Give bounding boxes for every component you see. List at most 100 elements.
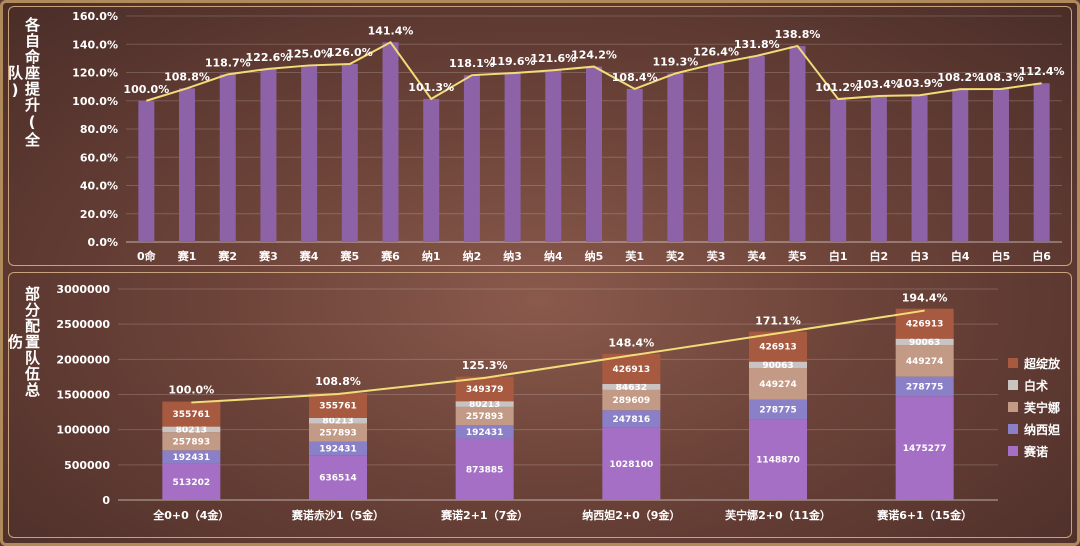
- stack-segment: [895, 396, 954, 500]
- x-tick-label: 纳3: [503, 249, 522, 263]
- bar: [138, 100, 155, 242]
- x-tick-label: 白6: [1032, 249, 1051, 263]
- data-label: 112.4%: [1019, 65, 1065, 78]
- stack-segment: [455, 401, 514, 407]
- segment-label: 257893: [173, 437, 211, 447]
- segment-label: 636514: [319, 474, 357, 484]
- y-tick-label: 3000000: [56, 283, 110, 296]
- x-tick-label: 纳西妲2+0（9金）: [582, 508, 680, 522]
- legend-swatch: [1008, 446, 1018, 456]
- data-label: 119.6%: [490, 55, 536, 68]
- x-tick-label: 赛6: [380, 249, 400, 263]
- bar: [179, 88, 196, 242]
- x-tick-label: 芙4: [746, 249, 766, 263]
- stack-segment: [749, 361, 807, 368]
- x-tick-label: 赛4: [299, 249, 319, 263]
- legend-label: 超绽放: [1023, 356, 1061, 371]
- y-tick-label: 60.0%: [80, 151, 118, 164]
- bar: [260, 68, 277, 242]
- total-percent-label: 125.3%: [462, 359, 508, 372]
- y-tick-label: 1500000: [56, 389, 110, 402]
- segment-label: 449274: [906, 357, 944, 367]
- x-tick-label: 白2: [870, 249, 889, 263]
- bar: [504, 73, 521, 242]
- x-tick-label: 白1: [829, 249, 848, 263]
- data-label: 131.8%: [734, 38, 780, 51]
- data-label: 101.3%: [408, 81, 454, 94]
- x-tick-label: 纳1: [422, 249, 441, 263]
- x-tick-label: 芙5: [787, 249, 807, 263]
- data-label: 108.3%: [978, 71, 1024, 84]
- stack-segment: [309, 417, 367, 424]
- bar: [911, 95, 928, 243]
- segment-label: 80213: [469, 400, 500, 410]
- x-tick-label: 芙1: [624, 249, 644, 263]
- stack-segment: [895, 338, 954, 346]
- stack-segment: [309, 455, 367, 500]
- data-label: 119.3%: [652, 55, 698, 68]
- segment-label: 426913: [759, 343, 797, 353]
- total-percent-label: 194.4%: [902, 292, 948, 305]
- x-tick-label: 芙3: [706, 249, 726, 263]
- y-tick-label: 120.0%: [72, 67, 118, 80]
- segment-label: 1475277: [903, 444, 947, 454]
- x-tick-label: 白5: [992, 249, 1011, 263]
- segment-label: 426913: [613, 365, 651, 375]
- x-tick-label: 赛5: [339, 249, 359, 263]
- bar: [748, 55, 765, 242]
- segment-label: 247816: [613, 415, 651, 425]
- bar: [870, 95, 887, 242]
- data-label: 122.6%: [246, 51, 292, 64]
- segment-label: 192431: [173, 453, 211, 463]
- legend-label: 白术: [1024, 378, 1048, 393]
- stack-segment: [162, 401, 221, 427]
- segment-label: 84632: [616, 383, 647, 393]
- stack-segment: [602, 410, 661, 428]
- x-tick-label: 赛1: [177, 249, 197, 263]
- bar: [301, 65, 318, 242]
- data-label: 121.6%: [530, 52, 576, 65]
- stack-segment: [309, 392, 367, 418]
- segment-label: 278775: [906, 382, 944, 392]
- data-label: 108.4%: [612, 71, 658, 84]
- data-label: 103.9%: [897, 77, 943, 90]
- segment-label: 873885: [466, 465, 504, 475]
- y-tick-label: 40.0%: [80, 180, 118, 193]
- x-tick-label: 白3: [910, 249, 929, 263]
- legend-swatch: [1008, 402, 1018, 412]
- segment-label: 257893: [319, 429, 357, 439]
- segment-label: 289609: [613, 396, 651, 406]
- bar: [667, 73, 684, 243]
- bottom-chart-panel: [8, 272, 1072, 538]
- legend-label: 纳西妲: [1024, 422, 1060, 437]
- segment-label: 192431: [466, 428, 504, 438]
- bar: [626, 88, 643, 242]
- stack-segment: [309, 441, 367, 456]
- segment-label: 192431: [319, 444, 357, 454]
- y-tick-label: 500000: [64, 459, 110, 472]
- data-label: 101.2%: [815, 81, 861, 94]
- legend-swatch: [1008, 380, 1018, 390]
- segment-label: 1148870: [756, 456, 800, 466]
- data-label: 126.4%: [693, 45, 739, 58]
- y-tick-label: 20.0%: [80, 208, 118, 221]
- x-tick-label: 纳2: [463, 249, 482, 263]
- bar: [586, 66, 602, 242]
- x-tick-label: 纳4: [544, 249, 563, 263]
- stack-segment: [455, 438, 514, 500]
- top-chart-panel: [8, 6, 1072, 266]
- bottom-chart-title: 部分配置队伍总伤: [6, 286, 41, 398]
- x-tick-label: 赛诺2+1（7金）: [440, 508, 528, 522]
- y-tick-label: 160.0%: [72, 10, 118, 23]
- segment-label: 513202: [173, 478, 211, 488]
- bar: [423, 98, 440, 242]
- bar: [992, 89, 1009, 243]
- x-tick-label: 赛诺赤沙1（5金）: [291, 508, 384, 522]
- trend-line: [191, 309, 925, 404]
- stack-segment: [895, 345, 954, 377]
- y-tick-label: 0.0%: [87, 236, 118, 249]
- data-label: 124.2%: [571, 49, 617, 62]
- stack-segment: [162, 426, 221, 433]
- stack-segment: [162, 432, 221, 451]
